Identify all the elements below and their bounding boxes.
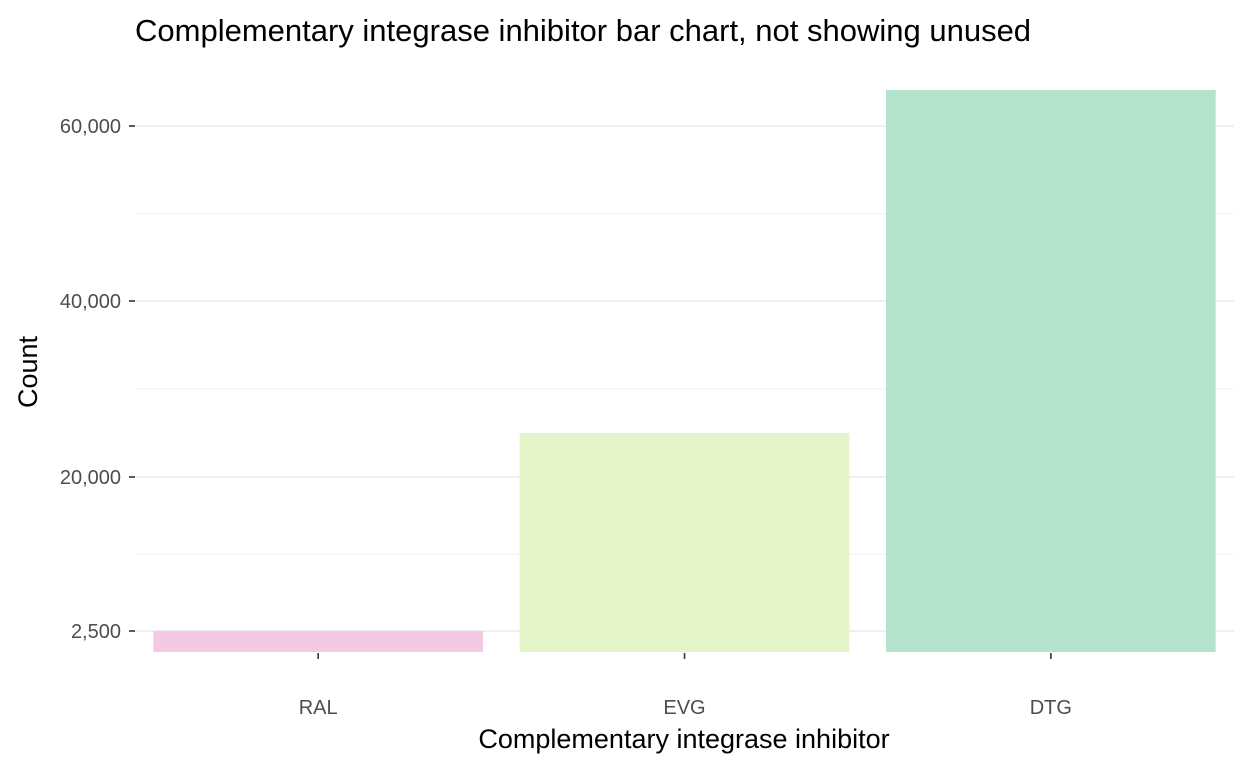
x-axis-title: Complementary integrase inhibitor [478, 724, 889, 754]
x-tick-label: DTG [1030, 697, 1072, 719]
chart-title: Complementary integrase inhibitor bar ch… [135, 13, 1031, 48]
y-tick-label: 20,000 [60, 467, 121, 489]
y-tick-label: 2,500 [71, 621, 121, 643]
bars [153, 90, 1216, 652]
y-tick-label: 60,000 [60, 116, 121, 138]
y-axis: 2,500 20,000 40,000 60,000 [60, 116, 135, 643]
x-tick-label: EVG [663, 697, 705, 719]
y-axis-title: Count [13, 335, 43, 408]
bar-ral [153, 631, 484, 652]
bar-dtg [885, 90, 1216, 652]
y-tick-label: 40,000 [60, 291, 121, 313]
x-axis: RAL EVG DTG [299, 653, 1072, 719]
x-tick-label: RAL [299, 697, 338, 719]
bar-evg [519, 433, 850, 652]
